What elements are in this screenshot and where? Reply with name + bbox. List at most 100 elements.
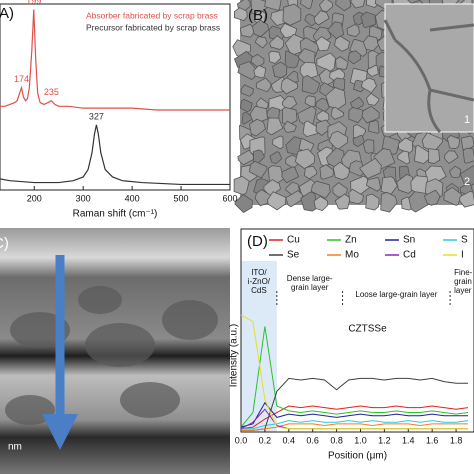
plot-frame [0,3,231,191]
panel-label: (A) [0,5,14,22]
sem-grain [318,0,333,13]
sem-grain [446,135,461,150]
sem-grain [248,160,268,179]
sem-grain [239,98,253,113]
x-tick-label: 500 [174,193,189,203]
sem-grain [359,157,382,180]
sem-grain [347,50,362,65]
sem-grain [301,74,321,95]
sem-grain [443,186,463,206]
region-label: Dense large- [287,274,333,283]
x-tick-label: 0.0 [235,435,248,445]
x-tick-label: 1.4 [402,435,415,445]
sem-grain [310,180,331,199]
x-tick-label: 1.2 [378,435,391,445]
panel-label: (B) [248,7,268,24]
sem-grain [396,174,416,194]
sem-grain [444,150,459,165]
legend-label: I [461,250,464,261]
sem-grain [272,135,284,150]
sem-grain [315,36,331,52]
sem-grain [397,150,410,165]
sem-grain [380,191,398,213]
x-tick-label: 0.6 [306,435,319,445]
data-line [241,377,469,431]
sem-grain [334,35,351,52]
region-label: i-ZnO/ [248,277,271,286]
sem-grain [448,165,462,179]
legend-label: Zn [345,235,357,246]
sem-grain [362,139,375,154]
region-label: grain [454,277,472,286]
legend-label: Sn [403,235,415,246]
sem-grain [332,182,349,198]
data-line [241,423,469,431]
x-tick-label: 1.0 [354,435,367,445]
sem-grain [348,107,365,124]
data-line [240,314,469,430]
sem-grain [282,3,302,26]
sem-grain [280,22,298,39]
data-line [241,420,469,430]
sem-grain [346,23,360,38]
data-line [240,405,469,430]
sem-grain [269,151,283,165]
sem-grain [255,77,272,93]
sem-inset-grains [383,19,474,133]
sem-grain [294,148,316,170]
region-shade [241,261,277,432]
legend-label: Precursor fabricated by scrap brass [86,22,220,32]
x-tick-label: 0.2 [259,435,272,445]
sem-grain [361,105,380,124]
peak-label: 199 [26,0,41,6]
region-label: CdS [251,286,267,295]
sem-grain [240,84,254,97]
sem-grain [360,11,376,29]
annotation: CZTSSe [348,324,387,335]
legend-label: S [461,235,468,246]
sem-grain [266,191,287,211]
x-axis-label: Position (μm) [328,451,387,462]
sem-grain [330,106,345,120]
sem-grain [253,64,267,79]
peak-label: 235 [44,87,59,97]
peak-label: 327 [89,111,104,121]
sem-grain [366,64,379,77]
plot-frame [240,228,474,433]
sem-grain [348,188,365,205]
sem-grain [423,189,441,206]
panel-label: (C) [0,235,9,252]
legend-label: Mo [345,250,359,261]
legend-label: Se [287,250,300,261]
sem-grain [462,147,474,164]
sem-grain [428,148,441,164]
sem-grain [335,0,352,12]
sem-grain [367,120,380,134]
sem-grain [335,56,349,70]
region-label: ITO/ [251,268,267,277]
sem-grain [300,0,314,10]
sem-grain [269,35,285,51]
sem-grain [459,190,474,208]
x-tick-label: 1.6 [426,435,439,445]
x-tick-label: 600 [222,193,237,203]
sem-grain [316,52,336,72]
sem-grain [300,191,318,212]
sem-grain [361,77,377,94]
y-axis-label: Intensity (a.u.) [229,324,240,387]
data-line [0,9,230,111]
sem-grain [365,193,380,211]
x-tick-label: 1.8 [450,435,463,445]
x-tick-label: 300 [76,193,91,203]
x-axis-label: Raman shift (cm⁻¹) [73,209,158,220]
sem-grain [233,7,248,22]
region-label: layer [454,286,472,295]
sem-grain [350,0,366,9]
sem-grain [264,0,282,11]
x-tick-label: 0.4 [283,435,296,445]
sem-grain [266,117,284,136]
sem-grain [280,77,298,95]
sem-grain [348,160,365,177]
